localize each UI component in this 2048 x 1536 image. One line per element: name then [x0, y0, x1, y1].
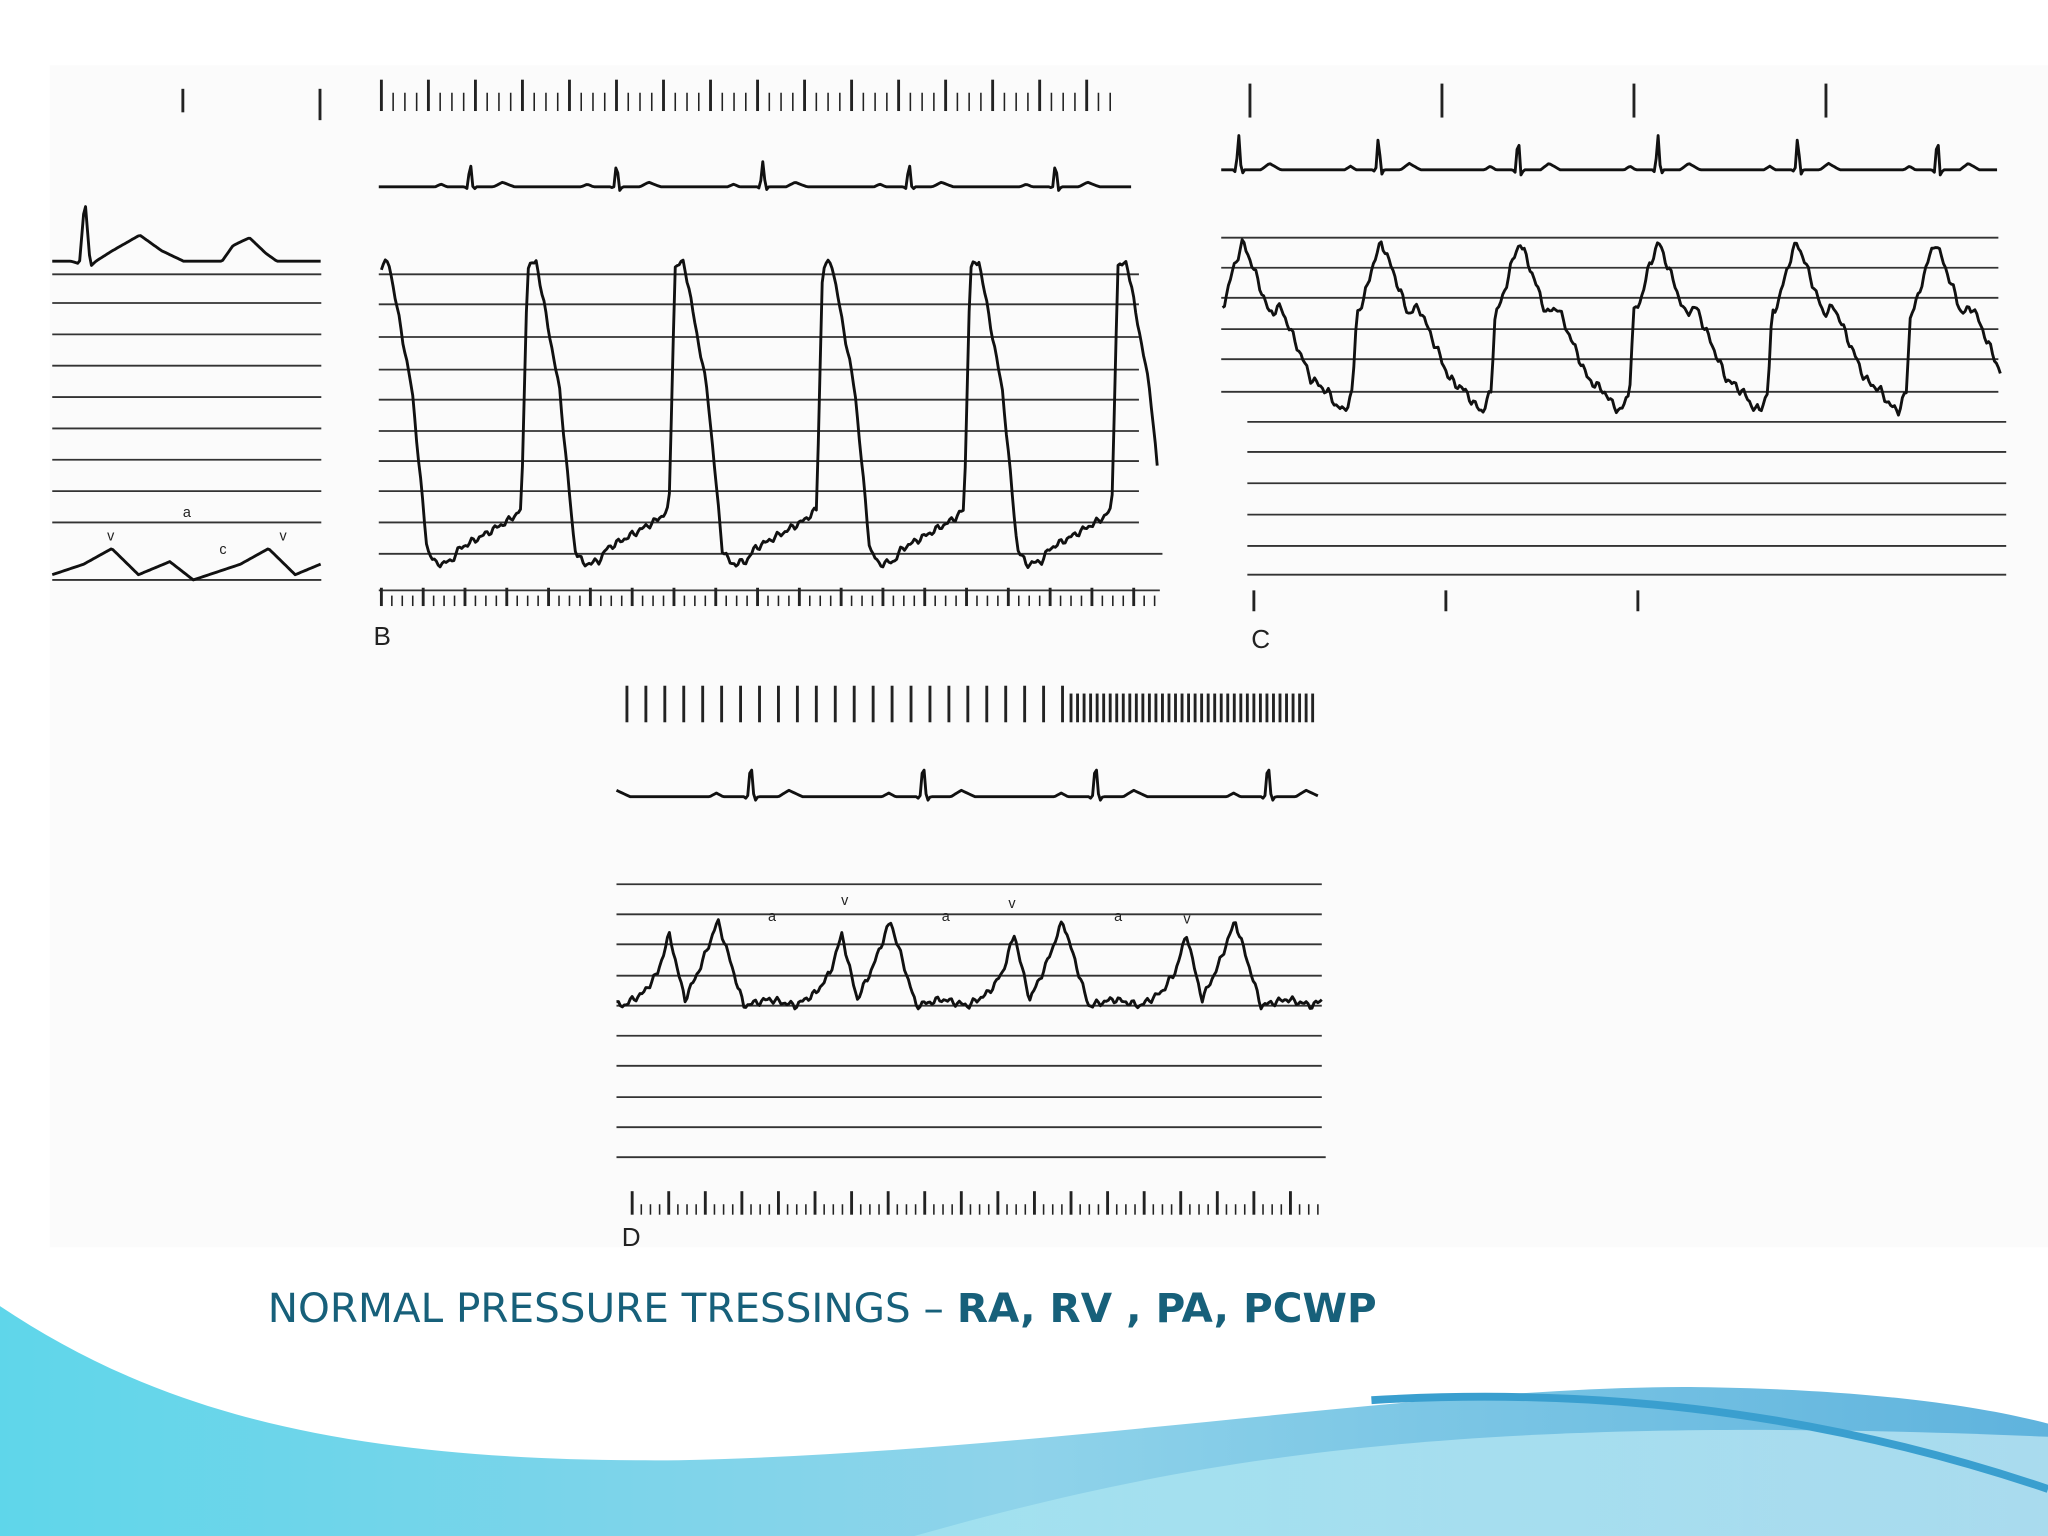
wave-label: v [1008, 896, 1016, 912]
wave-label: v [841, 893, 849, 909]
caption-emphasis: RA, RV , PA, PCWP [957, 1284, 1377, 1332]
trace [616, 918, 1323, 1011]
trace [380, 258, 1159, 569]
decor-wave [914, 1429, 2048, 1536]
trace [378, 160, 1132, 192]
wave-label: a [942, 909, 950, 925]
wave-label: v [107, 529, 115, 545]
trace [1221, 134, 1998, 177]
caption: NORMAL PRESSURE TRESSINGS – RA, RV , PA, … [268, 1284, 1377, 1332]
panel-label: B [374, 621, 391, 651]
wave-label: a [183, 505, 191, 521]
wave-label: v [280, 529, 288, 545]
caption-text: NORMAL PRESSURE TRESSINGS – [268, 1284, 944, 1332]
wave-label: c [219, 542, 226, 558]
wave-label: v [1183, 911, 1191, 927]
wave-label: a [768, 909, 776, 925]
trace [1221, 238, 2002, 417]
panel-label: C [1251, 624, 1270, 654]
decor-line [1371, 1392, 2048, 1493]
trace [51, 547, 322, 582]
trace [615, 768, 1319, 802]
panel-label: D [622, 1222, 641, 1252]
wave-label: a [1114, 909, 1122, 925]
tracings [51, 79, 2007, 1215]
figure-background [49, 65, 2048, 1248]
trace [52, 205, 321, 267]
wave-labels: v a c v a v a v a v [107, 505, 1191, 927]
